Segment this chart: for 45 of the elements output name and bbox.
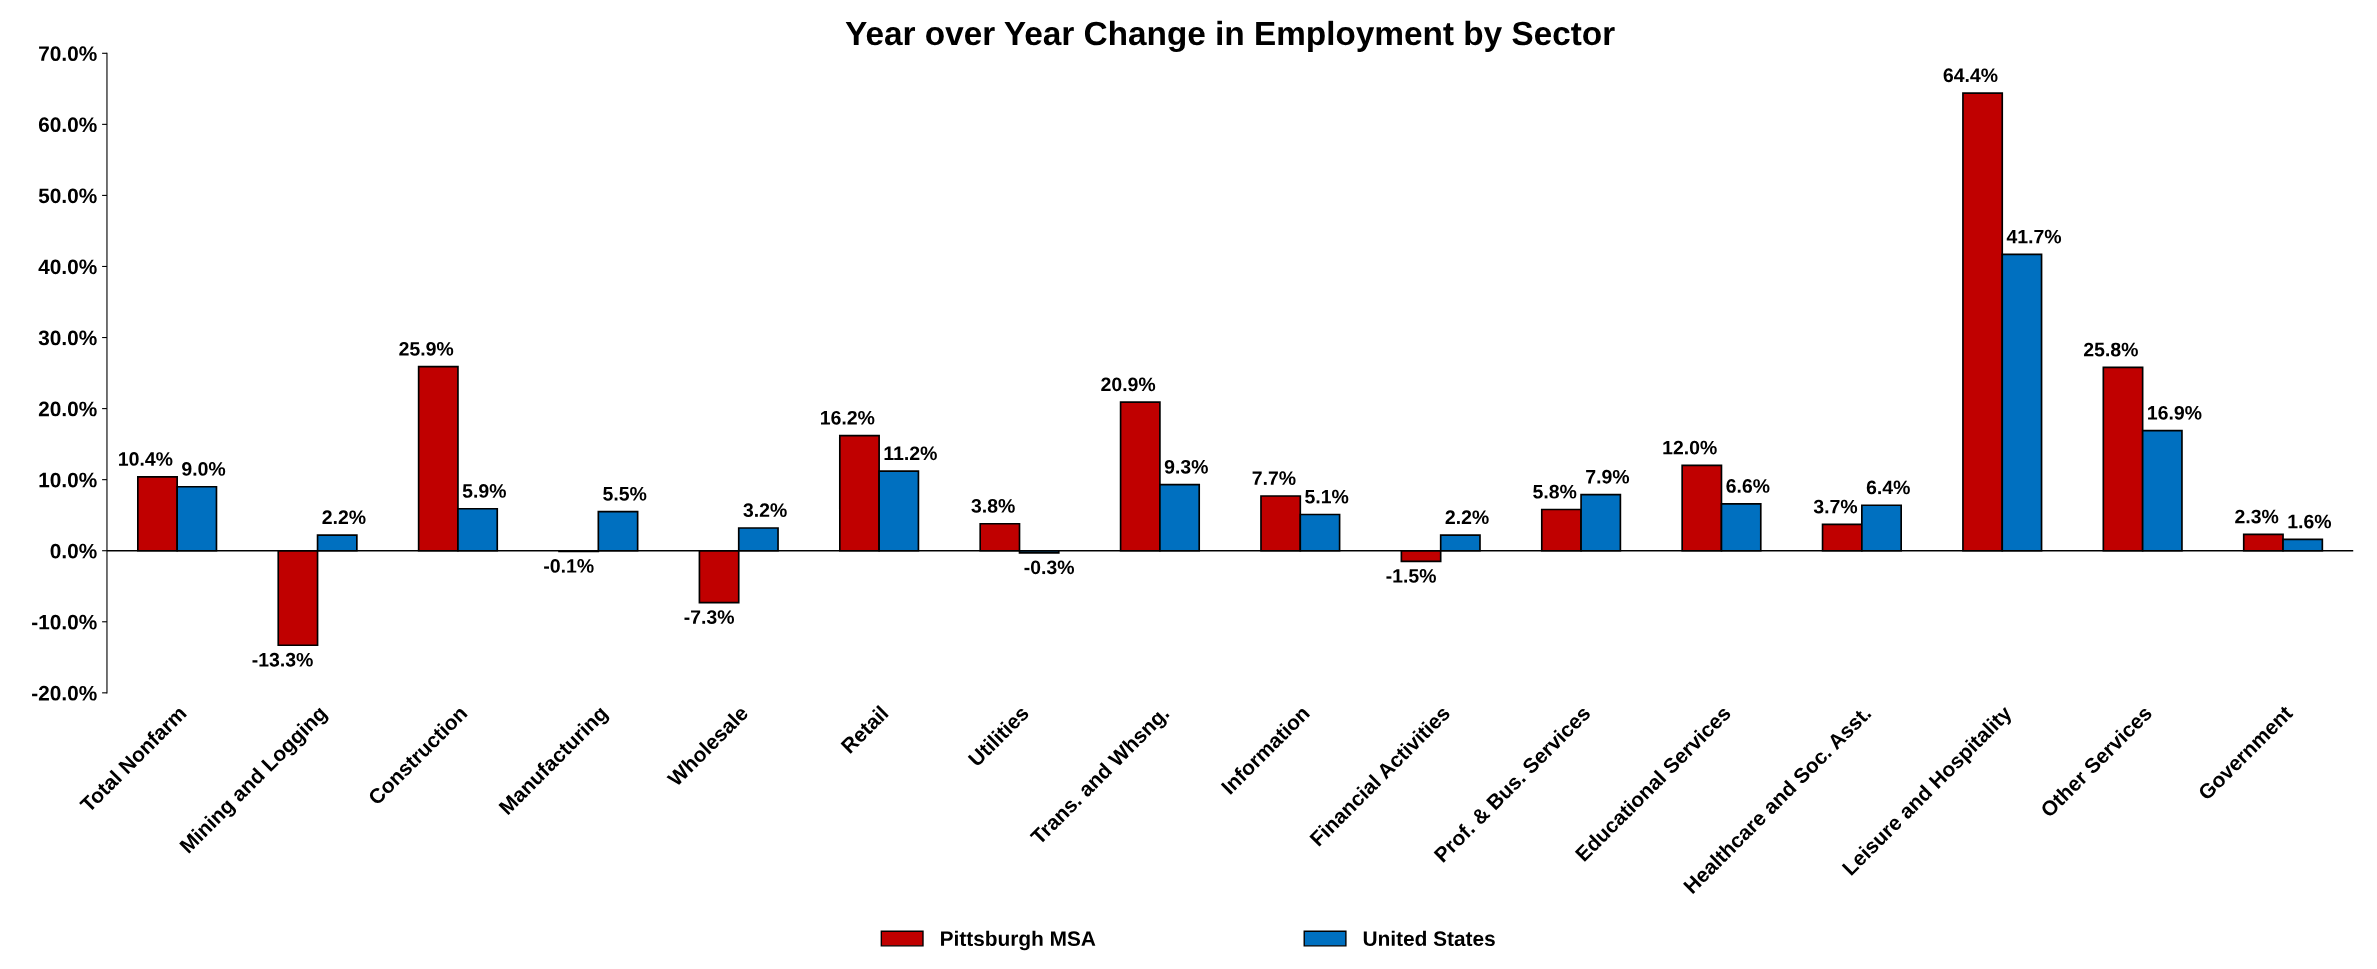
data-label: 7.7%	[1252, 471, 1296, 486]
data-label: 16.2%	[821, 410, 875, 425]
data-label: 5.5%	[603, 486, 647, 501]
data-label: 5.1%	[1305, 489, 1349, 504]
y-tick-label: 40.0%	[38, 259, 97, 275]
data-label: 25.9%	[399, 341, 454, 356]
data-label: 20.9%	[1101, 377, 1156, 392]
data-label: 5.9%	[462, 484, 506, 498]
data-label: 2.2%	[1445, 510, 1489, 525]
data-label: 3.8%	[971, 498, 1015, 513]
y-tick-label: 30.0%	[38, 330, 97, 346]
data-label: 6.4%	[1866, 480, 1910, 495]
y-tick-label: 70.0%	[39, 46, 97, 62]
data-label: 25.8%	[2083, 342, 2138, 357]
y-tick-label: 50.0%	[38, 188, 97, 204]
y-tick-label: 10.0%	[39, 472, 97, 488]
y-tick-label: -10.0%	[32, 614, 97, 630]
data-label: -13.3%	[252, 652, 313, 667]
data-label: 64.4%	[1943, 68, 1998, 83]
y-tick-label: -20.0%	[32, 685, 97, 701]
data-label: 1.6%	[2288, 514, 2332, 529]
data-label: 7.9%	[1586, 469, 1630, 484]
data-label: 3.7%	[1813, 499, 1858, 514]
y-tick-label: 20.0%	[38, 401, 97, 417]
data-label: 10.4%	[119, 452, 173, 466]
legend-label: United States	[1363, 930, 1495, 947]
chart-title: Year over Year Change in Employment by Sector	[845, 20, 1615, 53]
data-label: 9.3%	[1164, 459, 1208, 474]
data-label: 41.7%	[2006, 229, 2062, 244]
legend-label: Pittsburgh MSA	[941, 930, 1096, 951]
data-label: 3.2%	[743, 503, 787, 518]
data-label: -1.5%	[1386, 569, 1436, 583]
y-tick-label: 60.0%	[38, 117, 97, 133]
data-label: -0.3%	[1024, 560, 1074, 575]
data-label: 12.0%	[1663, 440, 1717, 455]
data-label: 2.3%	[2235, 509, 2279, 524]
data-label: 6.6%	[1726, 479, 1770, 493]
data-label: 9.0%	[182, 462, 226, 476]
data-label: 2.2%	[322, 510, 366, 525]
data-label: -7.3%	[684, 610, 735, 624]
data-label: -0.1%	[544, 559, 594, 573]
data-label: 5.8%	[1533, 484, 1577, 499]
data-label: 16.9%	[2148, 405, 2202, 420]
y-tick-label: 0.0%	[50, 543, 97, 559]
data-label: 11.2%	[884, 446, 937, 461]
